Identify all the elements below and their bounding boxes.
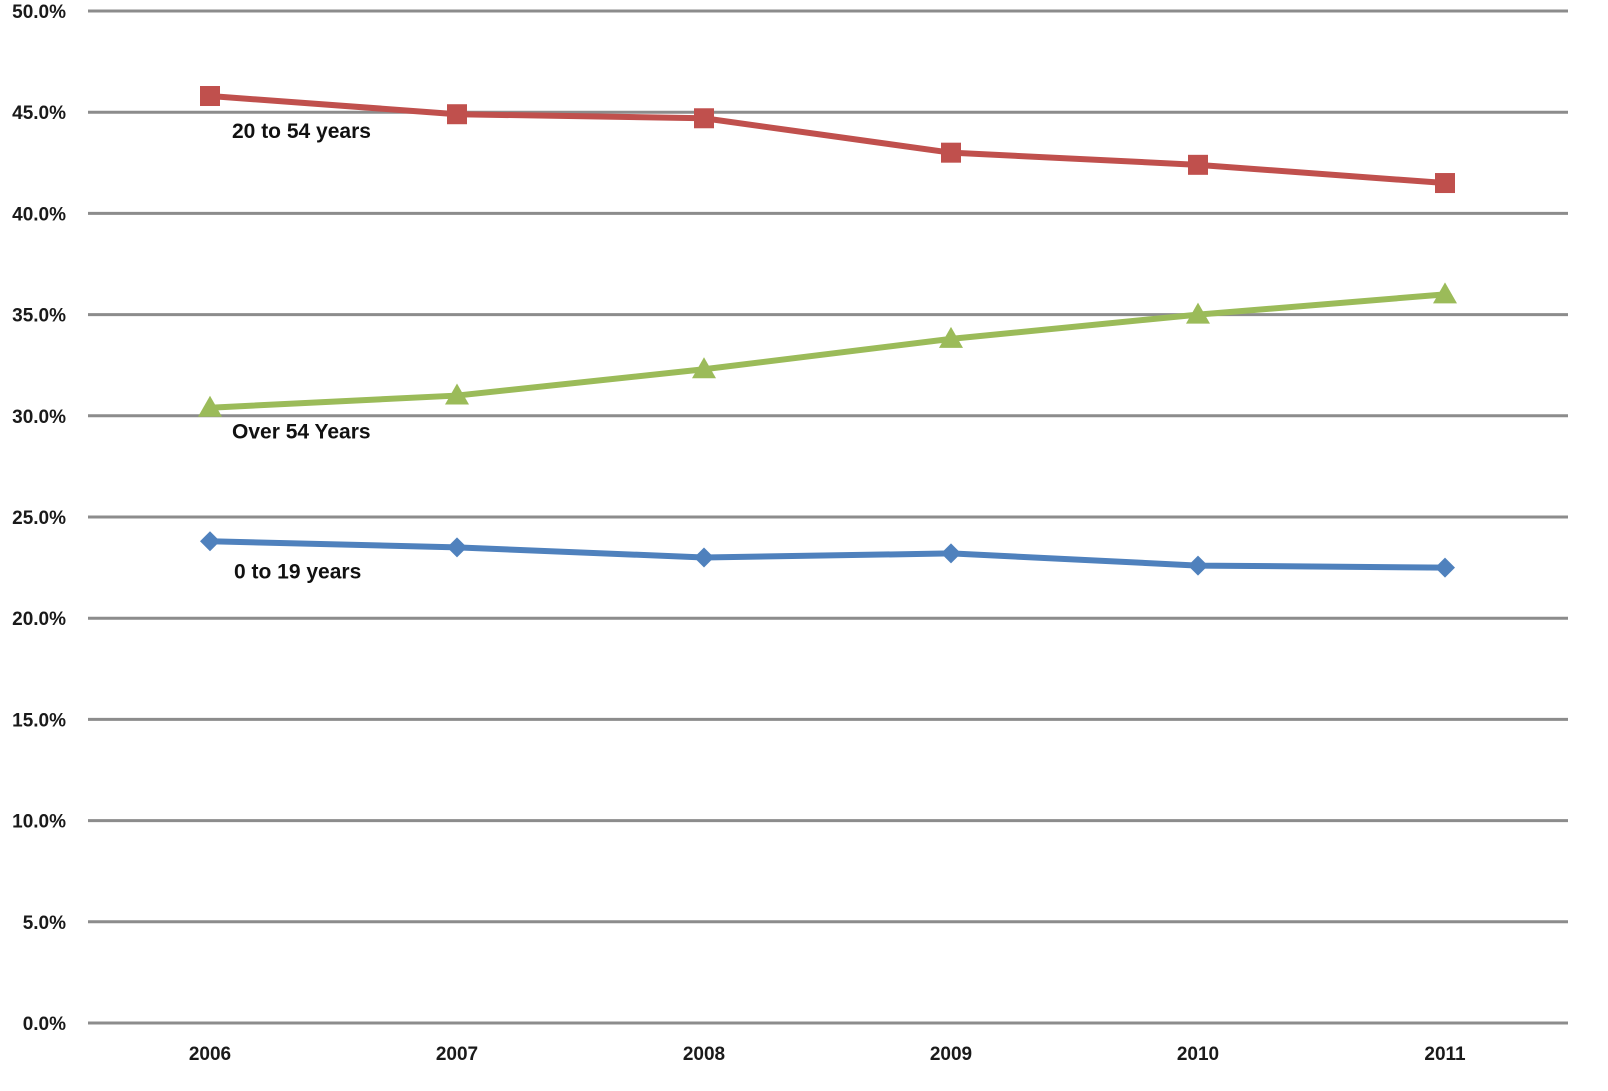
data-point-triangle — [692, 357, 716, 379]
x-tick-label: 2007 — [436, 1044, 478, 1065]
y-tick-label: 15.0% — [12, 710, 66, 731]
data-point-diamond — [1188, 555, 1208, 576]
y-tick-label: 35.0% — [12, 306, 66, 327]
data-point-triangle — [1186, 302, 1210, 324]
y-tick-label: 20.0% — [12, 609, 66, 630]
data-point-triangle — [198, 395, 222, 417]
y-tick-label: 0.0% — [23, 1014, 66, 1035]
x-tick-label: 2011 — [1424, 1044, 1466, 1065]
series-lines — [198, 86, 1457, 578]
y-tick-label: 50.0% — [12, 2, 66, 23]
data-point-square — [200, 86, 220, 107]
y-tick-label: 30.0% — [12, 407, 66, 428]
y-tick-label: 45.0% — [12, 103, 66, 124]
series-label: Over 54 Years — [232, 421, 371, 444]
series-label: 0 to 19 years — [234, 560, 361, 583]
data-point-square — [1188, 154, 1208, 175]
data-point-diamond — [447, 537, 467, 558]
data-point-triangle — [1433, 282, 1457, 304]
x-tick-label: 2006 — [189, 1044, 231, 1065]
x-tick-label: 2010 — [1177, 1044, 1219, 1065]
y-tick-label: 25.0% — [12, 508, 66, 529]
data-point-diamond — [694, 547, 714, 568]
data-point-diamond — [1435, 557, 1455, 578]
data-point-diamond — [941, 543, 961, 564]
x-axis-tick-labels: 2006 2007 2008 2009 2010 2011 — [189, 1044, 1466, 1065]
series-line — [207, 93, 1448, 187]
y-tick-label: 10.0% — [12, 812, 66, 833]
x-tick-label: 2009 — [930, 1044, 972, 1065]
y-axis-tick-labels: 0.0% 5.0% 10.0% 15.0% 20.0% 25.0% 30.0% 35.0% 40… — [12, 2, 66, 1035]
y-tick-label: 40.0% — [12, 204, 66, 225]
y-tick-label: 5.0% — [23, 913, 66, 934]
series-labels: 20 to 54 years Over 54 Years 0 to 19 years — [232, 120, 371, 583]
data-point-square — [694, 108, 714, 129]
data-point-triangle — [445, 383, 469, 405]
data-point-square — [941, 142, 961, 163]
x-tick-label: 2008 — [683, 1044, 725, 1065]
gridlines — [88, 9, 1568, 1025]
data-point-square — [1435, 173, 1455, 194]
data-point-square — [447, 104, 467, 125]
data-point-diamond — [200, 531, 220, 552]
series-line — [207, 291, 1448, 411]
series-20-to-54-years — [200, 86, 1455, 194]
series-line — [207, 538, 1448, 571]
series-label: 20 to 54 years — [232, 120, 371, 143]
data-point-triangle — [939, 326, 963, 348]
series-0-to-19-years — [200, 531, 1455, 578]
series-over-54-years — [198, 282, 1457, 417]
